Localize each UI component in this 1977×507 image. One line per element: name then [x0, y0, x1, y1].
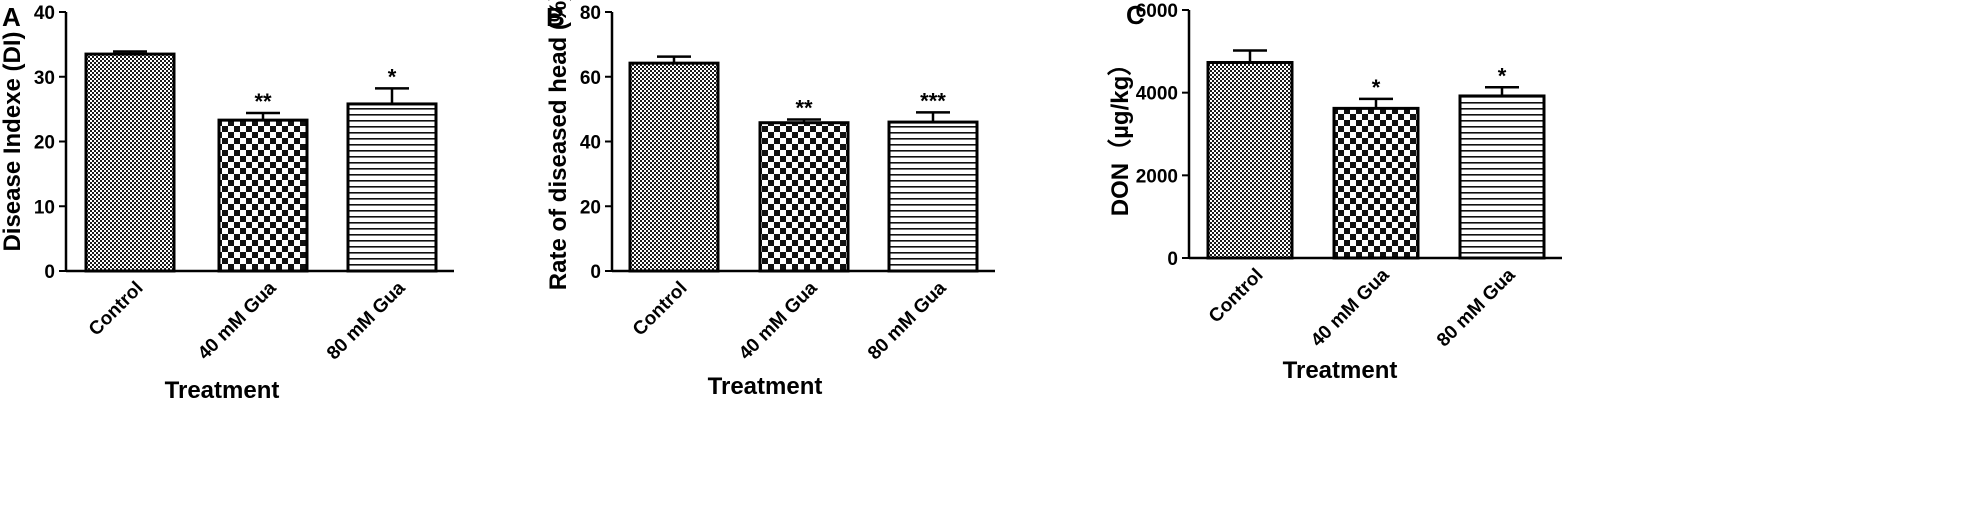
category-label: 80 mM Gua — [1433, 264, 1520, 351]
y-tick-label: 0 — [44, 262, 55, 283]
x-axis-title: Treatment — [708, 373, 823, 400]
y-tick-label: 2000 — [1136, 166, 1178, 187]
category-label: 80 mM Gua — [864, 277, 951, 364]
y-tick-label: 30 — [34, 68, 55, 89]
y-axis-title: Rate of diseased head (%) — [545, 0, 572, 290]
y-tick-label: 10 — [34, 197, 55, 218]
significance-label: *** — [920, 88, 946, 113]
bar — [1206, 60, 1294, 260]
bar — [346, 102, 438, 273]
category-label: Control — [85, 278, 148, 341]
category-label: 80 mM Gua — [323, 277, 410, 364]
y-axis-title: DON（µg/kg） — [1107, 52, 1134, 217]
panel-label: C — [1126, 0, 1145, 30]
panel-a: A 0 10 20 30 40 Disease Indexe (DI) Control ** 40… — [0, 2, 454, 404]
panel-b: B 0 20 40 60 80 Rate of diseased head (%) Contr… — [545, 0, 995, 400]
y-tick-label: 4000 — [1136, 84, 1178, 105]
category-label: Control — [1205, 265, 1268, 328]
significance-label: ** — [795, 95, 813, 120]
category-label: 40 mM Gua — [1307, 264, 1394, 351]
panel-label: B — [546, 2, 565, 32]
bar — [1332, 106, 1420, 260]
bar — [217, 118, 309, 273]
panel-c: C 0 2000 4000 6000 DON（µg/kg） Control * 40 mM Gu… — [1107, 0, 1562, 384]
y-tick-label: 80 — [580, 3, 601, 24]
x-axis-title: Treatment — [1283, 357, 1398, 384]
y-tick-label: 60 — [580, 68, 601, 89]
x-axis-title: Treatment — [165, 377, 280, 404]
significance-label: * — [1372, 75, 1381, 100]
category-label: 40 mM Gua — [735, 277, 822, 364]
significance-label: * — [388, 64, 397, 89]
bar — [84, 52, 176, 273]
y-tick-label: 0 — [590, 262, 601, 283]
category-label: Control — [629, 278, 692, 341]
significance-label: ** — [254, 89, 272, 114]
y-axis-title: Disease Indexe (DI) — [0, 31, 26, 251]
y-tick-label: 0 — [1167, 249, 1178, 270]
bar — [887, 120, 979, 273]
panel-label: A — [2, 2, 21, 32]
significance-label: * — [1498, 63, 1507, 88]
y-tick-label: 20 — [34, 133, 55, 154]
category-label: 40 mM Gua — [194, 277, 281, 364]
bar — [628, 61, 720, 273]
y-tick-label: 40 — [580, 133, 601, 154]
y-tick-label: 6000 — [1136, 1, 1178, 22]
bar — [1458, 94, 1546, 260]
y-tick-label: 40 — [34, 3, 55, 24]
bar — [758, 121, 850, 273]
y-tick-label: 20 — [580, 197, 601, 218]
